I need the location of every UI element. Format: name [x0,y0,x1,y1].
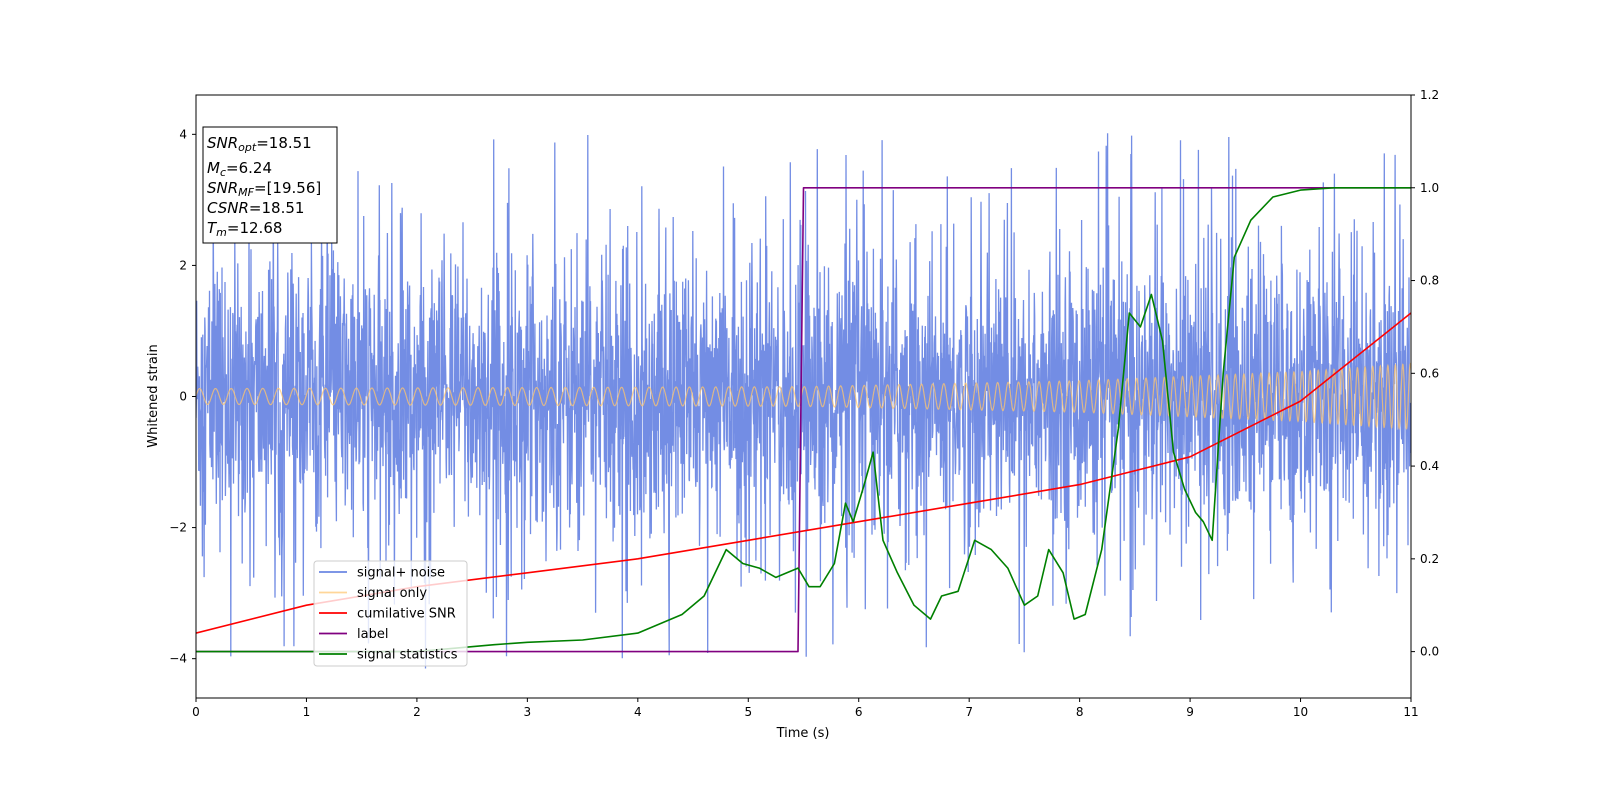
info-snr-mf: SNRMF=[19.56] [207,179,321,199]
x-tick-label: 11 [1403,705,1418,719]
y2-tick-label: 0.0 [1420,645,1439,659]
legend-label: signal only [357,586,427,601]
series-signal-noise [196,133,1411,669]
y-tick-label: −4 [169,652,187,666]
y-tick-label: −2 [169,521,187,535]
series-label [196,187,1411,653]
series-signal-only [196,362,1411,431]
y2-tick-label: 0.2 [1420,552,1439,566]
x-tick-label: 1 [303,705,311,719]
x-tick-label: 3 [524,705,532,719]
info-box-frame [202,126,338,244]
y2-tick-label: 0.4 [1420,459,1439,473]
x-axis-title: Time (s) [776,726,830,741]
legend-label: cumilative SNR [357,607,456,622]
x-tick-label: 6 [855,705,863,719]
x-tick-label: 4 [634,705,642,719]
info-csnr: CSNR=18.51 [207,199,304,217]
info-snr-opt: SNRopt=18.51 [207,134,312,154]
x-tick-label: 2 [413,705,421,719]
x-tick-label: 5 [744,705,752,719]
y2-tick-label: 0.8 [1420,274,1439,288]
series-signal-statistics [196,187,1411,653]
legend-label: signal statistics [357,648,458,663]
info-mc: Mc=6.24 [207,159,272,179]
x-tick-label: 0 [192,705,200,719]
x-tick-label: 9 [1186,705,1194,719]
x-tick-label: 10 [1293,705,1308,719]
y-tick-label: 0 [179,390,187,404]
legend: signal+ noise signal only cumilative SNR la… [313,560,468,667]
y2-tick-label: 1.2 [1420,88,1439,102]
y-axis-left: −4 −2 0 2 4 [169,127,196,666]
y-tick-label: 2 [179,258,187,272]
y2-tick-label: 1.0 [1420,181,1439,195]
info-box: SNRopt=18.51 Mc=6.24 SNRMF=[19.56] CSNR=… [202,126,338,244]
y-tick-label: 4 [179,127,187,141]
x-tick-label: 7 [965,705,973,719]
info-tm: Tm=12.68 [207,219,282,239]
legend-label: label [357,627,388,642]
x-tick-label: 8 [1076,705,1084,719]
y-axis-title: Whitened strain [146,344,161,447]
y-axis-right: 0.0 0.2 0.4 0.6 0.8 1.0 1.2 [1411,88,1439,659]
y2-tick-label: 0.6 [1420,366,1439,380]
x-axis: 0 1 2 3 4 5 6 7 8 9 10 11 [192,698,1419,719]
legend-frame [313,560,468,667]
legend-label: signal+ noise [357,566,445,581]
